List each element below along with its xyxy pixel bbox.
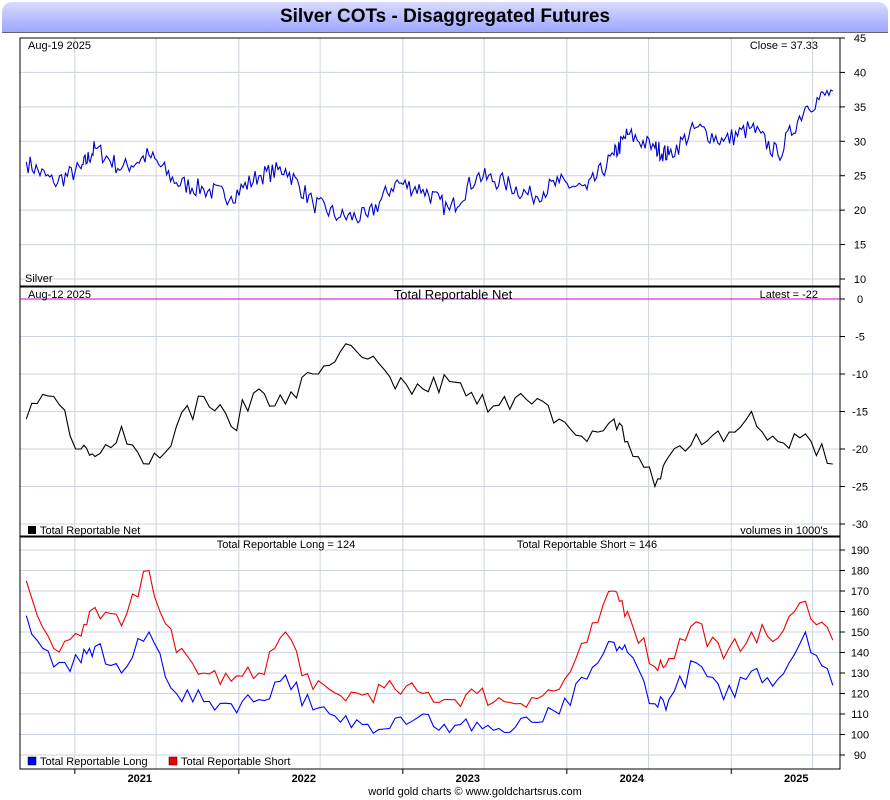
chart-window-title: Silver COTs - Disaggregated Futures [279,6,611,27]
long-legend-swatch [27,756,37,766]
y-tick-label: 190 [851,545,869,557]
title-bar: Silver COTs - Disaggregated Futures [2,2,888,33]
x-year-label: 2022 [292,773,316,785]
y-tick-label: -20 [852,444,868,456]
price-y-axis: 45 40 35 30 25 20 15 10 [840,33,866,286]
units-note: volumes in 1000's [740,525,828,537]
y-tick-label: 170 [851,586,869,598]
y-tick-label: 45 [854,33,866,45]
y-tick-label: 160 [851,607,869,619]
long-legend-label: Total Reportable Long [40,756,148,768]
short-positions-line [25,569,834,708]
y-tick-label: 15 [854,240,866,252]
footer-credit: world gold charts © www.goldchartsrus.co… [367,786,582,798]
short-value-label: Total Reportable Short = 146 [517,539,657,551]
longshort-y-axis: 190 180 170 160 150 140 130 120 110 100 90 [840,545,869,762]
y-tick-label: 110 [851,709,869,721]
close-value-label: Close = 37.33 [750,40,818,52]
y-tick-label: 100 [851,730,869,742]
y-tick-label: 0 [857,294,863,306]
net-gridlines [20,287,840,536]
net-date-label: Aug-12 2025 [28,289,91,301]
short-legend-label: Total Reportable Short [181,756,290,768]
net-panel-title: Total Reportable Net [394,287,513,302]
y-tick-label: 130 [851,668,869,680]
y-tick-label: 40 [854,67,866,79]
y-tick-label: -10 [852,369,868,381]
silver-series-label: Silver [25,273,53,285]
price-date-label: Aug-19 2025 [28,40,91,52]
net-legend-swatch [28,526,36,534]
y-tick-label: -5 [855,332,865,344]
y-tick-label: 20 [854,205,866,217]
y-tick-label: 140 [851,648,869,660]
long-positions-line [25,615,834,734]
y-tick-label: 150 [851,627,869,639]
y-tick-label: -15 [852,407,868,419]
y-tick-label: 120 [851,689,869,701]
net-positions-line [25,343,833,489]
y-tick-label: 10 [854,274,866,286]
x-year-label: 2025 [784,773,808,785]
silver-price-line [25,89,834,224]
long-value-label: Total Reportable Long = 124 [217,539,356,551]
x-year-label: 2021 [128,773,152,785]
y-tick-label: 25 [854,171,866,183]
y-tick-label: 180 [851,566,869,578]
x-year-label: 2023 [456,773,480,785]
y-tick-label: -30 [852,519,868,531]
x-year-label: 2024 [620,773,645,785]
latest-value-label: Latest = -22 [760,289,818,301]
y-tick-label: 35 [854,102,866,114]
net-y-axis: 0 -5 -10 -15 -20 -25 -30 [840,294,868,531]
net-legend-label: Total Reportable Net [40,525,140,537]
price-panel [19,37,841,287]
x-axis: 2021 2022 2023 2024 2025 [20,768,840,785]
y-tick-label: 30 [854,136,866,148]
short-legend-swatch [168,756,178,766]
y-tick-label: 90 [854,750,866,762]
price-gridlines [20,37,840,286]
y-tick-label: -25 [852,482,868,494]
